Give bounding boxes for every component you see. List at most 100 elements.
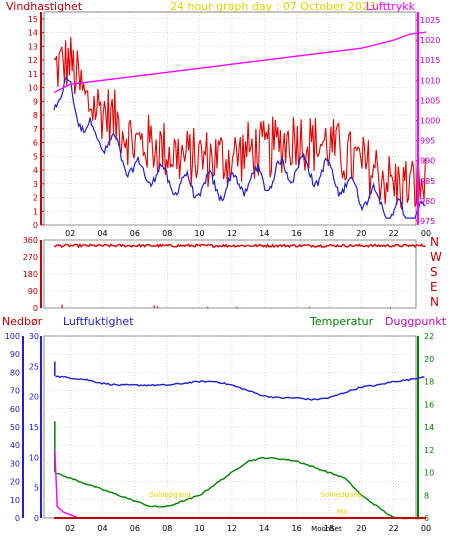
wind-ytick-left: 3	[33, 180, 38, 189]
bottom-xtick-label: 14	[259, 524, 269, 533]
wind-ytick-left: 10	[28, 84, 38, 93]
wind-xtick-label: 10	[194, 229, 204, 238]
humidity-ytick: 25	[29, 362, 39, 371]
bottom-xtick-label: 20	[356, 524, 366, 533]
rain-ytick: 20	[10, 478, 20, 487]
temperature-ytick: 20	[424, 355, 434, 364]
wind-ytick-left: 12	[28, 56, 38, 65]
wind-xtick-label: 16	[292, 229, 302, 238]
dewpoint-title: Duggpunkt	[385, 315, 447, 328]
temperature-title: Temperatur	[309, 315, 374, 328]
rain-ytick: 30	[10, 459, 20, 468]
wind-ytick-left: 9	[33, 97, 38, 106]
humidity-ytick: 15	[29, 423, 39, 432]
temperature-ytick: 6	[424, 514, 429, 523]
rain-ytick: 10	[10, 496, 20, 505]
sunset-label: Solnedgang	[321, 491, 362, 499]
humidity-ytick: 0	[34, 514, 39, 523]
bottom-xtick-label: 02	[65, 524, 75, 533]
humidity-line	[55, 375, 425, 401]
rain-title: Nedbør	[2, 315, 43, 328]
compass-label: W	[430, 250, 442, 264]
rain-ytick: 70	[10, 387, 20, 396]
temperature-ytick: 12	[424, 446, 434, 455]
temperature-ytick: 22	[424, 332, 434, 341]
pressure-ytick-right: 1005	[420, 96, 440, 105]
wind-plot-area	[43, 11, 417, 226]
bottom-xtick-label: 06	[130, 524, 140, 533]
wind-ytick-left: 8	[33, 111, 38, 120]
pressure-ytick-right: 1020	[420, 36, 440, 45]
wind-xtick-label: 22	[389, 229, 399, 238]
wind-ytick-left: 14	[28, 29, 38, 38]
direction-ytick: 180	[23, 270, 38, 279]
moonset-label: MoonSet	[311, 525, 342, 533]
pressure-ytick-right: 975	[420, 217, 435, 226]
wind-xtick-label: 08	[162, 229, 172, 238]
wind-ytick-left: 2	[33, 194, 38, 203]
wind-axes: 0123456789101112131415975980985990995100…	[28, 12, 440, 238]
bottom-xtick-label: 04	[97, 524, 107, 533]
compass-label: S	[430, 265, 438, 279]
temperature-ytick: 10	[424, 469, 434, 478]
chart-title: 24 hour graph day : 07 October 2023	[170, 0, 376, 13]
compass-label: E	[430, 280, 438, 294]
humidity-ytick: 10	[29, 453, 39, 462]
sunrise-label: Soloppgang	[149, 491, 190, 499]
bottom-xtick-label: 12	[227, 524, 237, 533]
wind-average-line	[53, 77, 426, 219]
rain-ytick: 90	[10, 350, 20, 359]
pressure-ytick-right: 1025	[420, 16, 440, 25]
wind-ytick-left: 7	[33, 125, 38, 134]
wind-xtick-label: 00	[421, 229, 431, 238]
temperature-ytick: 8	[424, 491, 429, 500]
rain-ytick: 50	[10, 423, 20, 432]
wind-ytick-left: 15	[28, 15, 38, 24]
temperature-ytick: 18	[424, 378, 434, 387]
pressure-ytick-right: 995	[420, 137, 435, 146]
compass-label: N	[430, 295, 439, 309]
direction-ytick: 0	[33, 304, 38, 313]
wind-title: Vindhastighet	[6, 0, 83, 13]
bottom-chart: 0102030405060708090100051015202530681012…	[5, 332, 434, 533]
rain-ytick: 40	[10, 441, 20, 450]
wind-ytick-left: 13	[28, 42, 38, 51]
wind-series	[53, 31, 427, 219]
temperature-ytick: 14	[424, 423, 434, 432]
wind-ytick-left: 11	[28, 70, 38, 79]
wind-ytick-left: 0	[33, 221, 38, 230]
direction-ytick: 360	[23, 236, 38, 245]
direction-line	[53, 243, 426, 249]
wind-xtick-label: 20	[356, 229, 366, 238]
pressure-title: Lufttrykk	[366, 0, 416, 13]
temperature-ytick: 16	[424, 400, 434, 409]
bottom-xtick-label: 10	[194, 524, 204, 533]
direction-ytick: 90	[28, 287, 38, 296]
bottom-xtick-label: 00	[421, 524, 431, 533]
pressure-line	[53, 31, 427, 93]
moonrise-label: Mo	[337, 508, 347, 516]
pressure-ytick-right: 980	[420, 197, 435, 206]
bottom-xtick-label: 18	[324, 524, 334, 533]
wind-ytick-left: 4	[33, 166, 38, 175]
humidity-ytick: 20	[29, 393, 39, 402]
bottom-xtick-label: 16	[292, 524, 302, 533]
wind-xtick-label: 02	[65, 229, 75, 238]
rain-ytick: 60	[10, 405, 20, 414]
direction-ytick: 270	[23, 253, 38, 262]
pressure-ytick-right: 990	[420, 157, 435, 166]
wind-xtick-label: 18	[324, 229, 334, 238]
pressure-ytick-right: 1015	[420, 56, 440, 65]
rain-ytick: 0	[15, 514, 20, 523]
wind-gust-line	[53, 37, 426, 210]
humidity-title: Luftfuktighet	[63, 315, 134, 328]
rain-ytick: 100	[5, 332, 20, 341]
wind-xtick-label: 04	[97, 229, 107, 238]
compass-label: N	[430, 235, 439, 249]
pressure-ytick-right: 1010	[420, 76, 440, 85]
bottom-xtick-label: 22	[389, 524, 399, 533]
wind-ytick-left: 6	[33, 139, 38, 148]
